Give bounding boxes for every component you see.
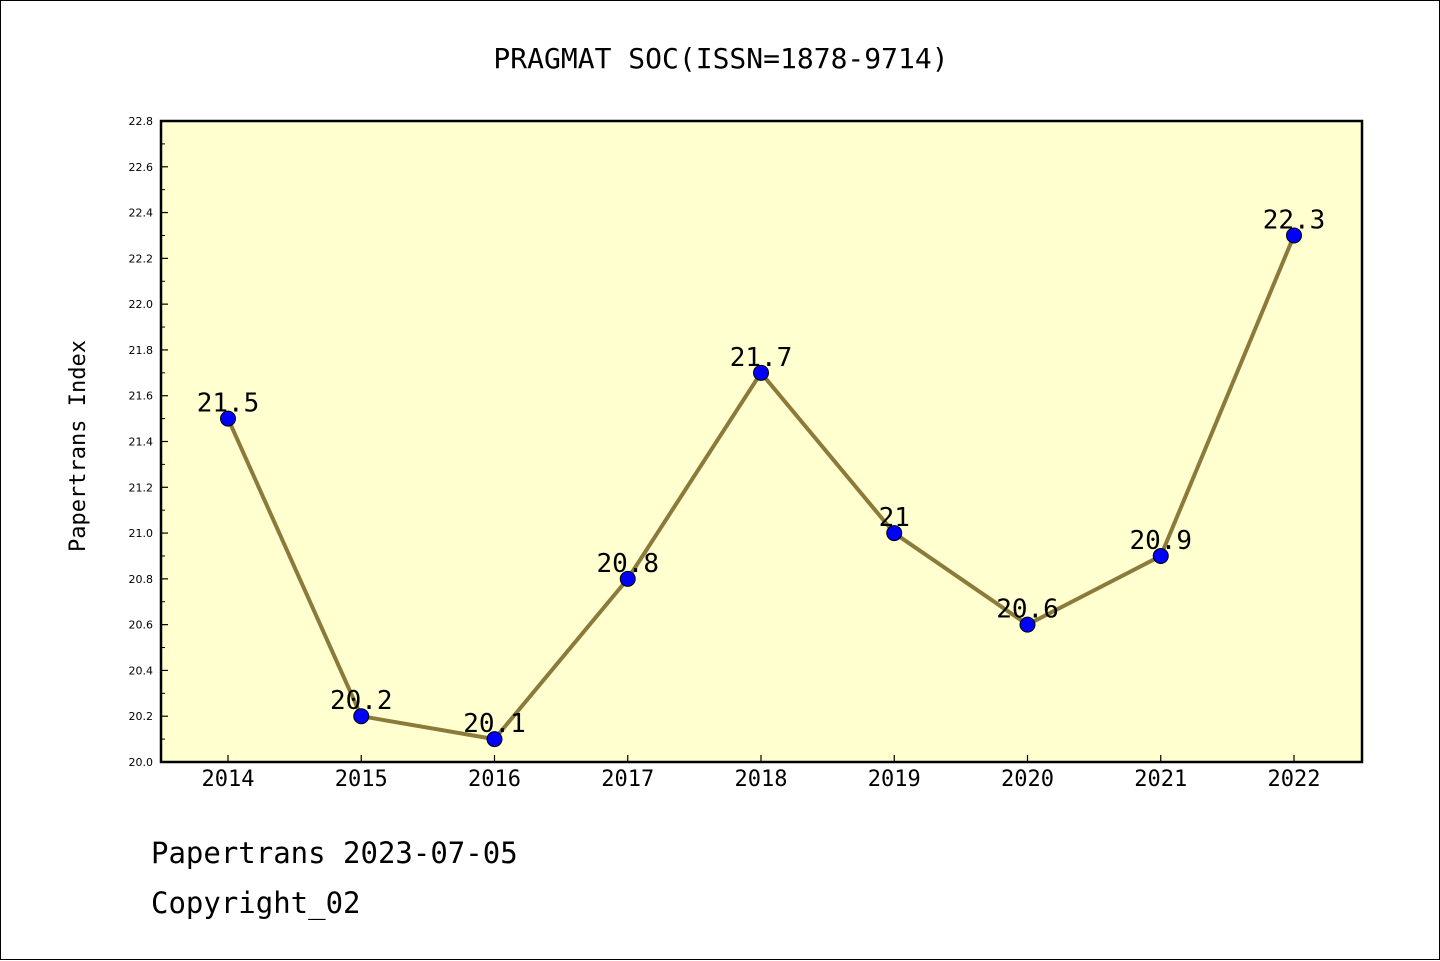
y-tick-label: 21.4 (129, 436, 154, 449)
data-label: 20.9 (1129, 526, 1192, 556)
data-point (1152, 547, 1169, 564)
series-layer: 21.5 20.2 20.1 20.8 21.7 21 20.6 20.9 22.3 (197, 205, 1326, 748)
y-axis-label: Papertrans Index (66, 340, 91, 552)
x-tick-label: 2018 (735, 767, 788, 792)
data-point (220, 410, 236, 427)
y-tick-label: 22.8 (129, 115, 154, 128)
data-point (619, 570, 636, 587)
x-tick-label: 2022 (1268, 767, 1321, 792)
y-tick-label: 21.8 (129, 344, 154, 357)
x-tick-label: 2019 (868, 767, 921, 792)
y-tick-label: 22.4 (129, 207, 154, 220)
y-tick-label: 20.8 (129, 573, 154, 586)
data-point (486, 731, 503, 748)
footer-copyright: Copyright_02 (151, 886, 361, 920)
data-label: 20.6 (996, 595, 1059, 625)
x-tick-label: 2014 (202, 767, 255, 792)
plot-border (159, 119, 1364, 764)
x-tick-label: 2021 (1134, 767, 1187, 792)
chart-title: PRAGMAT SOC(ISSN=1878-9714) (493, 42, 948, 75)
y-tick-label: 20.4 (129, 664, 154, 677)
x-tick-label: 2020 (1001, 767, 1054, 792)
x-tick-label: 2017 (601, 767, 654, 792)
y-axis: 20.0 20.2 20.4 20.6 20.8 21.0 21.2 21.4 21.6 21.8… (129, 115, 168, 769)
data-point (1019, 616, 1036, 633)
y-tick-label: 20.6 (129, 619, 154, 632)
y-tick-label: 22.2 (129, 252, 154, 265)
y-tick-label: 21.2 (129, 481, 154, 494)
data-label: 20.8 (596, 549, 659, 579)
y-tick-label: 20.2 (129, 710, 154, 723)
data-point (1286, 227, 1302, 244)
data-point (753, 364, 769, 381)
data-label: 20.1 (463, 709, 526, 739)
x-tick-label: 2015 (335, 767, 388, 792)
data-label: 21 (879, 503, 910, 533)
footer-date: Papertrans 2023-07-05 (151, 836, 518, 870)
data-label: 22.3 (1263, 205, 1326, 235)
data-label: 21.5 (197, 389, 260, 419)
data-point (353, 708, 370, 725)
plot-area (161, 121, 1362, 762)
data-point (886, 525, 903, 542)
y-tick-label: 22.0 (129, 298, 154, 311)
data-label: 20.2 (330, 686, 393, 716)
data-label: 21.7 (730, 343, 793, 373)
y-tick-label: 20.0 (129, 756, 154, 769)
x-axis: 2014 2015 2016 2017 2018 2019 2020 2021 2022 (202, 755, 1321, 792)
x-tick-label: 2016 (468, 767, 521, 792)
y-tick-label: 21.6 (129, 390, 154, 403)
y-tick-label: 21.0 (129, 527, 154, 540)
y-tick-label: 22.6 (129, 161, 154, 174)
